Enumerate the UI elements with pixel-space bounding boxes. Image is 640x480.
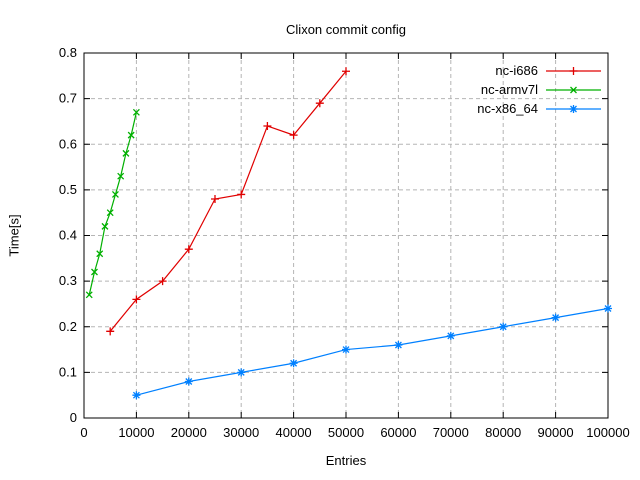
x-tick-label: 50000 xyxy=(328,425,364,440)
x-tick-label: 40000 xyxy=(276,425,312,440)
chart-title: Clixon commit config xyxy=(286,22,406,37)
data-point-nc-armv7l xyxy=(117,172,125,180)
x-tick-label: 80000 xyxy=(485,425,521,440)
data-point-nc-i686 xyxy=(184,245,193,254)
data-point-nc-x86_64 xyxy=(394,341,403,349)
x-tick-label: 90000 xyxy=(538,425,574,440)
x-tick-label: 0 xyxy=(80,425,87,440)
data-point-nc-x86_64 xyxy=(132,391,141,400)
data-point-nc-i686 xyxy=(315,99,324,108)
data-point-nc-x86_64 xyxy=(237,368,246,377)
data-point-nc-i686 xyxy=(237,190,246,199)
y-tick-label: 0.7 xyxy=(59,91,77,106)
data-point-nc-armv7l xyxy=(127,131,135,139)
legend-sample-marker-nc-armv7l xyxy=(570,86,577,94)
series-line-nc-i686 xyxy=(109,70,347,332)
data-point-nc-armv7l xyxy=(111,190,119,198)
legend-label-nc-x86_64: nc-x86_64 xyxy=(477,101,538,116)
data-point-nc-i686 xyxy=(263,122,272,130)
x-tick-label: 60000 xyxy=(380,425,416,440)
data-point-nc-i686 xyxy=(132,295,141,304)
y-tick-label: 0.3 xyxy=(59,273,77,288)
legend-sample-marker-nc-i686 xyxy=(569,67,578,75)
x-tick-label: 20000 xyxy=(171,425,207,440)
data-point-nc-i686 xyxy=(211,195,219,203)
x-tick-label: 70000 xyxy=(433,425,469,440)
x-tick-label: 30000 xyxy=(223,425,259,440)
data-point-nc-i686 xyxy=(106,327,115,336)
y-tick-label: 0.5 xyxy=(59,182,77,197)
y-tick-label: 0.2 xyxy=(59,319,77,334)
x-axis-label: Entries xyxy=(325,453,367,468)
data-point-nc-i686 xyxy=(158,277,167,286)
y-tick-label: 0.4 xyxy=(59,228,77,243)
y-axis-label: Time[s] xyxy=(6,214,22,257)
data-point-nc-x86_64 xyxy=(499,322,508,331)
series-line-nc-x86_64 xyxy=(136,307,609,396)
data-point-nc-x86_64 xyxy=(342,345,350,354)
y-tick-label: 0 xyxy=(70,410,77,425)
data-point-nc-armv7l xyxy=(91,268,98,276)
legend-label-nc-armv7l: nc-armv7l xyxy=(481,82,538,97)
data-point-nc-armv7l xyxy=(106,209,114,217)
data-point-nc-x86_64 xyxy=(184,377,193,386)
y-tick-label: 0.6 xyxy=(59,136,77,151)
data-point-nc-armv7l xyxy=(85,291,93,299)
data-point-nc-x86_64 xyxy=(551,313,560,322)
y-tick-label: 0.8 xyxy=(59,45,77,60)
legend-sample-marker-nc-x86_64 xyxy=(569,105,578,113)
data-point-nc-x86_64 xyxy=(289,359,298,368)
data-point-nc-x86_64 xyxy=(604,304,612,313)
data-point-nc-armv7l xyxy=(132,108,140,116)
data-point-nc-i686 xyxy=(342,67,350,76)
data-point-nc-armv7l xyxy=(96,250,104,258)
legend-label-nc-i686: nc-i686 xyxy=(495,63,538,78)
data-point-nc-x86_64 xyxy=(446,331,455,340)
series-line-nc-armv7l xyxy=(88,112,137,295)
data-point-nc-i686 xyxy=(289,131,298,140)
x-tick-label: 10000 xyxy=(118,425,154,440)
data-point-nc-armv7l xyxy=(101,222,109,230)
y-tick-label: 0.1 xyxy=(59,364,77,379)
x-tick-label: 100000 xyxy=(586,425,629,440)
data-point-nc-armv7l xyxy=(122,149,130,157)
